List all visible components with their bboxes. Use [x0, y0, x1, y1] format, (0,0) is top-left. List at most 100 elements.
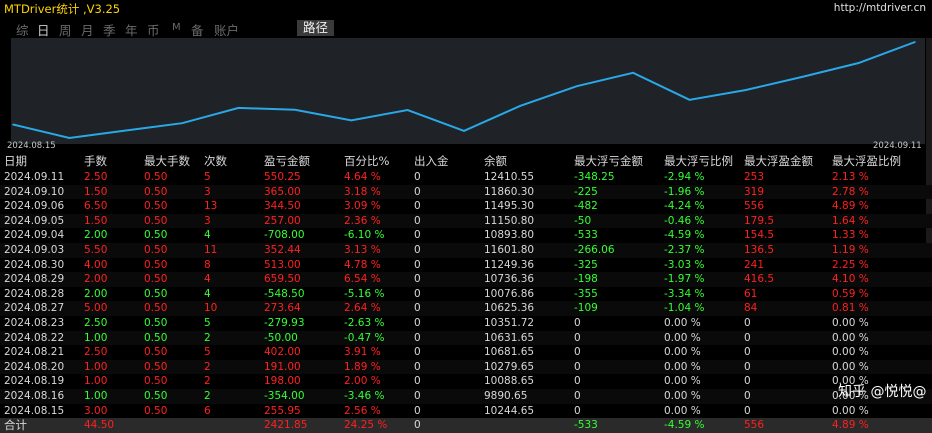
col-count[interactable]: 次数 — [204, 154, 227, 169]
col-max-lots[interactable]: 最大手数 — [144, 154, 190, 169]
row-pnl: 344.50 — [264, 200, 301, 213]
tab-currency[interactable]: 币 — [147, 23, 160, 38]
col-max-gain[interactable]: 最大浮盈金额 — [744, 154, 813, 169]
balance-point-2024.08.23 — [350, 119, 353, 122]
table-row[interactable]: 2024.09.10 1.50 0.50 3 365.00 3.18 % 0 11860.30… — [0, 184, 932, 200]
row-max-gain-pct: 0.00 % — [832, 359, 932, 375]
row-max-loss: -109 — [574, 301, 664, 316]
row-date: 2024.09.06 — [4, 200, 65, 213]
row-flow: 0 — [414, 213, 484, 229]
row-balance: 11601.80 — [484, 242, 574, 258]
row-max-loss-pct: 0.00 % — [664, 346, 701, 359]
tab-year[interactable]: 年 — [125, 23, 138, 38]
col-balance[interactable]: 余额 — [484, 154, 507, 169]
table-row[interactable]: 2024.08.21 2.50 0.50 5 402.00 3.91 % 0 10681.65… — [0, 345, 932, 360]
table-row[interactable]: 2024.09.06 6.50 0.50 13 344.50 3.09 % 0 11495.3… — [0, 199, 932, 214]
row-max-lots: 0.50 — [144, 242, 204, 258]
balance-point-2024.09.04 — [688, 98, 691, 101]
row-balance: 10681.65 — [484, 346, 535, 359]
row-max-loss: 0 — [574, 346, 581, 359]
row-max-lots: 0.50 — [144, 184, 204, 200]
table-row[interactable]: 2024.09.04 2.00 0.50 4 -708.00 -6.10 % 0 10893.… — [0, 228, 932, 243]
table-row[interactable]: 2024.08.19 1.00 0.50 2 198.00 2.00 % 0 10088.65… — [0, 374, 932, 389]
table-row[interactable]: 2024.09.11 2.50 0.50 5 550.25 4.64 % 0 12410.55… — [0, 170, 932, 185]
row-date: 2024.08.30 — [4, 258, 65, 271]
row-max-gain-pct: 0.81 % — [832, 301, 932, 316]
balance-line-chart — [12, 41, 916, 140]
balance-point-2024.08.28 — [463, 130, 465, 132]
tab-summary[interactable]: 综 — [16, 23, 29, 38]
table-row[interactable]: 2024.08.23 2.50 0.50 5 -279.93 -2.63 % 0 10351.… — [0, 316, 932, 331]
row-max-loss-pct: 0.00 % — [664, 404, 701, 417]
row-max-loss: 0 — [574, 316, 581, 329]
row-date: 2024.08.28 — [4, 287, 65, 300]
row-pct: -2.63 % — [344, 316, 385, 329]
col-pct[interactable]: 百分比% — [344, 154, 390, 169]
tab-path[interactable]: 路径 — [297, 20, 335, 36]
row-count: 2 — [204, 388, 264, 404]
col-pnl[interactable]: 盈亏金额 — [264, 154, 310, 169]
table-row[interactable]: 2024.09.05 1.50 0.50 3 257.00 2.36 % 0 11150.80… — [0, 213, 932, 229]
row-pnl: 273.64 — [264, 301, 344, 316]
balance-series-line — [12, 41, 916, 140]
row-count: 3 — [204, 184, 264, 200]
website-link[interactable]: http://mtdriver.cn — [833, 2, 926, 14]
row-lots: 5.50 — [84, 242, 144, 258]
row-max-lots: 0.50 — [144, 301, 204, 316]
row-pct: 2.00 % — [344, 375, 381, 388]
tab-notes[interactable]: 备 — [191, 23, 204, 38]
row-max-gain-pct: 0.00 % — [832, 330, 932, 346]
balance-point-2024.08.20 — [181, 122, 183, 124]
col-max-gain-pct[interactable]: 最大浮盈比例 — [832, 154, 901, 169]
col-max-loss-pct[interactable]: 最大浮亏比例 — [664, 154, 733, 169]
table-row[interactable]: 2024.08.20 1.00 0.50 2 191.00 1.89 % 0 10279.65… — [0, 359, 932, 375]
table-row[interactable]: 2024.08.28 2.00 0.50 4 -548.50 -5.16 % 0 10076.… — [0, 287, 932, 302]
col-date[interactable]: 日期 — [4, 154, 27, 169]
tab-week[interactable]: 周 — [59, 23, 72, 38]
row-lots: 5.00 — [84, 301, 144, 316]
row-max-gain: 0 — [744, 316, 751, 329]
table-row[interactable]: 2024.08.30 4.00 0.50 8 513.00 4.78 % 0 11249.36… — [0, 258, 932, 273]
side-scroll-strip[interactable] — [926, 38, 932, 246]
row-date: 2024.08.19 — [4, 375, 65, 388]
row-max-gain: 0 — [744, 404, 751, 417]
table-row[interactable]: 2024.08.16 1.00 0.50 2 -354.00 -3.46 % 0 9890.6… — [0, 388, 932, 404]
balance-point-2024.08.27 — [406, 109, 409, 111]
row-max-loss-pct: -4.59 % — [664, 229, 705, 242]
tab-quarter[interactable]: 季 — [103, 23, 116, 38]
row-max-gain-pct: 1.19 % — [832, 242, 932, 258]
row-max-loss-pct: 0.00 % — [664, 359, 744, 375]
row-pct: 3.09 % — [344, 200, 381, 213]
table-row[interactable]: 2024.08.15 3.00 0.50 6 255.95 2.56 % 0 10244.65… — [0, 404, 932, 419]
title-bar: MTDriver统计 ,V3.25 http://mtdriver.cn — [0, 0, 932, 17]
row-balance: 10631.65 — [484, 330, 574, 346]
total-max-loss-pct: -4.59 % — [664, 418, 744, 433]
total-pct: 24.25 % — [344, 418, 414, 433]
tab-m[interactable]: M — [172, 22, 181, 33]
row-max-lots: 0.50 — [144, 375, 168, 388]
row-max-loss: -50 — [574, 213, 664, 229]
row-balance: 11495.30 — [484, 200, 535, 213]
row-max-gain-pct: 4.89 % — [832, 200, 869, 213]
table-row[interactable]: 2024.08.22 1.00 0.50 2 -50.00 -0.47 % 0 10631.6… — [0, 330, 932, 346]
row-lots: 1.50 — [84, 213, 144, 229]
row-max-lots: 0.50 — [144, 346, 168, 359]
col-lots[interactable]: 手数 — [84, 154, 107, 169]
total-count — [204, 418, 264, 433]
tab-account[interactable]: 账户 — [214, 23, 240, 38]
col-flow[interactable]: 出入金 — [414, 154, 449, 169]
row-max-gain: 0 — [744, 388, 832, 404]
row-pnl: -354.00 — [264, 388, 344, 404]
row-max-gain: 84 — [744, 301, 832, 316]
balance-point-2024.09.03 — [632, 72, 634, 74]
row-max-loss: -355 — [574, 287, 598, 300]
row-flow: 0 — [414, 200, 421, 213]
row-flow: 0 — [414, 258, 421, 271]
balance-point-2024.09.05 — [745, 89, 747, 91]
col-max-loss[interactable]: 最大浮亏金额 — [574, 154, 643, 169]
table-row[interactable]: 2024.09.03 5.50 0.50 11 352.44 3.13 % 0 11601.8… — [0, 242, 932, 258]
tab-month[interactable]: 月 — [81, 23, 94, 38]
table-row[interactable]: 2024.08.29 2.00 0.50 4 659.50 6.54 % 0 10736.36… — [0, 272, 932, 287]
table-row[interactable]: 2024.08.27 5.00 0.50 10 273.64 2.64 % 0 10625.3… — [0, 301, 932, 316]
tab-day[interactable]: 日 — [37, 23, 50, 38]
